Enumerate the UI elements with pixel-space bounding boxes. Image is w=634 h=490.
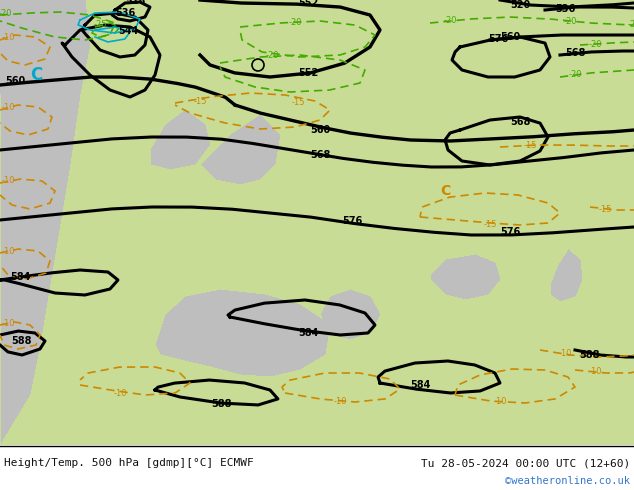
- Text: 588: 588: [12, 336, 32, 346]
- Text: -20: -20: [627, 20, 634, 28]
- Text: -20: -20: [288, 18, 302, 26]
- Text: -15: -15: [523, 141, 537, 149]
- Text: -20: -20: [265, 50, 279, 59]
- Text: -10: -10: [559, 349, 572, 359]
- Text: C: C: [30, 66, 42, 84]
- Text: 552: 552: [298, 0, 318, 8]
- Text: -10: -10: [113, 389, 127, 397]
- Text: -15: -15: [483, 220, 497, 228]
- Text: 552: 552: [298, 68, 318, 78]
- Text: 528: 528: [125, 0, 145, 6]
- Text: 536: 536: [115, 8, 135, 18]
- Text: 576: 576: [500, 227, 520, 237]
- Text: -10: -10: [1, 246, 15, 255]
- Text: 560: 560: [310, 125, 330, 135]
- Text: 560: 560: [5, 76, 25, 86]
- Text: 584: 584: [410, 380, 430, 390]
- Text: 568: 568: [565, 48, 585, 58]
- Text: 544: 544: [118, 26, 138, 36]
- Text: -15: -15: [291, 98, 305, 106]
- Text: Height/Temp. 500 hPa [gdmp][°C] ECMWF: Height/Temp. 500 hPa [gdmp][°C] ECMWF: [4, 458, 254, 468]
- Text: -25: -25: [93, 20, 107, 28]
- Text: -10: -10: [588, 368, 602, 376]
- Text: -10: -10: [1, 175, 15, 185]
- Text: -10: -10: [493, 397, 507, 407]
- Text: 588: 588: [212, 399, 232, 409]
- Text: Tu 28-05-2024 00:00 UTC (12+60): Tu 28-05-2024 00:00 UTC (12+60): [421, 458, 630, 468]
- Text: 584: 584: [10, 272, 30, 282]
- Text: 568: 568: [510, 117, 530, 127]
- Text: -10: -10: [1, 318, 15, 327]
- Text: -15: -15: [193, 97, 207, 105]
- Text: -20: -20: [568, 70, 582, 78]
- Text: 576: 576: [342, 216, 362, 226]
- Text: -20: -20: [588, 40, 602, 49]
- Text: -20: -20: [0, 8, 12, 18]
- Text: -15: -15: [598, 204, 612, 214]
- Text: -10: -10: [1, 102, 15, 112]
- Text: 584: 584: [298, 328, 318, 338]
- Text: 520: 520: [510, 0, 530, 10]
- Text: -20: -20: [563, 17, 577, 25]
- Text: 568: 568: [310, 150, 330, 160]
- Text: -20: -20: [443, 16, 456, 24]
- Text: 560: 560: [500, 32, 520, 42]
- Text: 576: 576: [488, 34, 508, 44]
- Text: ©weatheronline.co.uk: ©weatheronline.co.uk: [505, 476, 630, 486]
- Text: -10: -10: [1, 32, 15, 42]
- Text: 588: 588: [579, 350, 600, 360]
- Text: C: C: [440, 184, 450, 198]
- Text: -10: -10: [333, 396, 347, 406]
- Text: 536: 536: [555, 4, 575, 14]
